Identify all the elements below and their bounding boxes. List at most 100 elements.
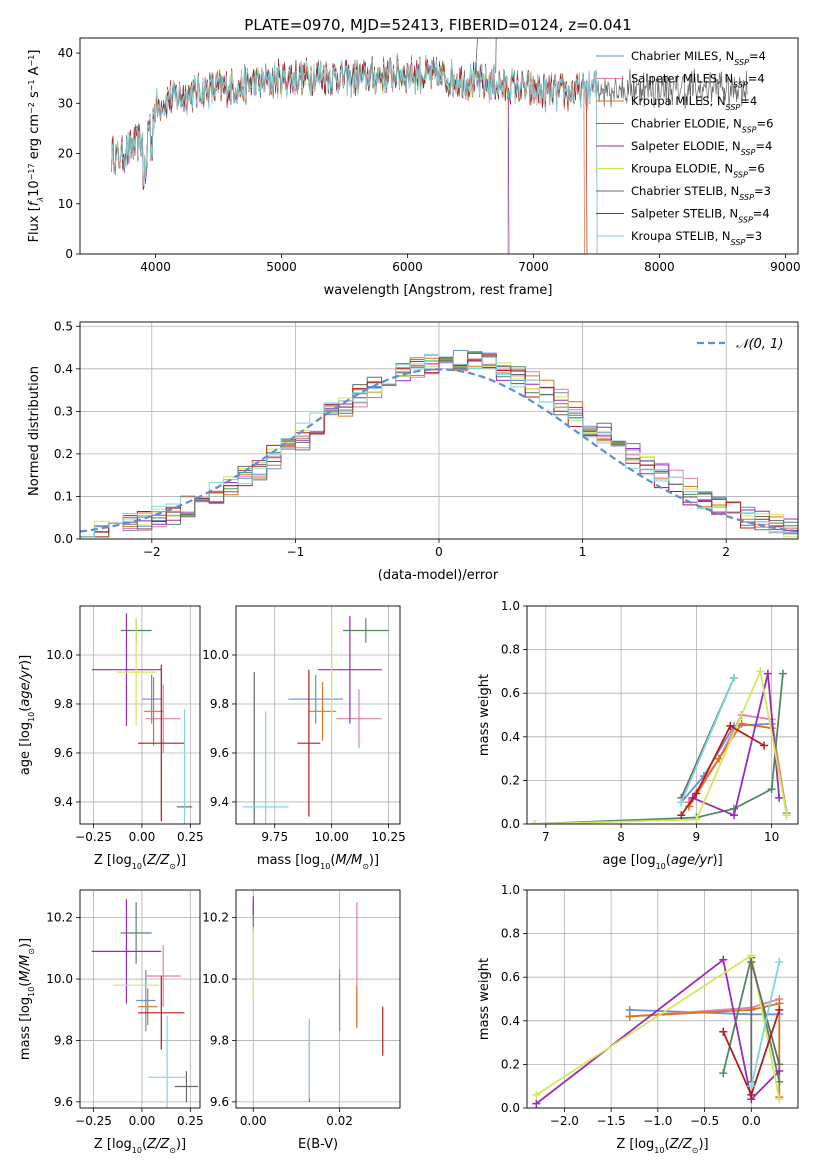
y-axis-label: mass weight xyxy=(477,958,492,1040)
x-tick-label: −2.0 xyxy=(550,1114,579,1128)
x-tick-label: 8 xyxy=(617,830,625,844)
weight-line xyxy=(692,673,781,817)
legend-label: Salpeter STELIB, NSSP=4 xyxy=(631,207,770,225)
weight-line xyxy=(534,668,788,824)
x-tick-label: −1.0 xyxy=(643,1114,672,1128)
x-tick-label: −0.5 xyxy=(690,1114,719,1128)
x-tick-label: −0.25 xyxy=(75,1114,112,1128)
plot-area xyxy=(91,613,193,824)
y-tick-label: 0.6 xyxy=(501,686,520,700)
legend-label: Chabrier ELODIE, NSSP=6 xyxy=(631,117,773,135)
spectrum-chart: 4000 5000 6000 7000 8000 9000 0 10 20 30 40 Chabrie… xyxy=(27,37,801,298)
weight-marker xyxy=(719,1027,728,1036)
x-tick-label: 10.00 xyxy=(314,830,348,844)
y-tick-label: 10.2 xyxy=(202,911,229,925)
axes-frame xyxy=(79,321,799,540)
y-tick-label: 10.2 xyxy=(46,911,73,925)
y-tick-label: 9.8 xyxy=(210,1033,229,1047)
x-axis-label: (data-model)/error xyxy=(378,568,499,583)
weight-marker xyxy=(677,811,686,820)
x-tick-label: 0.00 xyxy=(129,1114,156,1128)
weight-marker xyxy=(530,820,539,824)
weight-marker xyxy=(737,719,746,728)
y-axis-label: mass weight xyxy=(477,674,492,756)
mass-vs-reddening-chart: 0.00 0.02 9.6 9.8 10.0 10.2 E(B-V) xyxy=(202,889,401,1152)
y-tick-label: 10.0 xyxy=(202,972,229,986)
weight-marker xyxy=(782,811,791,820)
weight-marker xyxy=(692,789,701,798)
y-tick-label: 0.8 xyxy=(501,927,520,941)
x-axis-label: Z [log10(Z/Z⊙)] xyxy=(94,1137,186,1155)
weight-marker xyxy=(767,785,776,794)
y-tick-label: 30 xyxy=(58,96,73,110)
weight-marker xyxy=(719,1069,728,1078)
y-tick-label: 40 xyxy=(58,46,73,60)
weight-marker xyxy=(692,815,701,824)
x-tick-label: −1.5 xyxy=(597,1114,626,1128)
x-tick-label: −1 xyxy=(287,545,305,559)
axes-frame xyxy=(235,889,401,1109)
weight-marker xyxy=(775,957,784,966)
legend-label: 𝒩(0, 1) xyxy=(736,337,783,352)
legend-label: Chabrier STELIB, NSSP=3 xyxy=(631,184,771,202)
weight-marker xyxy=(625,1012,634,1021)
x-tick-label: 10 xyxy=(764,830,779,844)
y-tick-label: 0.0 xyxy=(501,817,520,831)
weight-marker xyxy=(532,1090,541,1099)
y-tick-label: 9.4 xyxy=(210,795,229,809)
histogram-step xyxy=(80,353,798,538)
axes-frame xyxy=(79,889,201,1109)
weight-marker xyxy=(775,1005,784,1014)
plot-area xyxy=(252,896,384,1102)
weight-line xyxy=(534,673,784,824)
spectrum-spike xyxy=(475,38,478,74)
y-tick-label: 0.2 xyxy=(54,447,73,461)
normal-curve xyxy=(80,368,798,533)
y-tick-label: 10.0 xyxy=(46,972,73,986)
x-tick-label: 7000 xyxy=(518,260,549,274)
x-axis-label: Z [log10(Z/Z⊙)] xyxy=(616,1137,708,1155)
x-axis-label: E(B-V) xyxy=(298,1137,338,1152)
x-tick-label: 10.25 xyxy=(371,830,405,844)
spectrum-line xyxy=(111,56,588,254)
y-tick-label: 9.6 xyxy=(210,1095,229,1109)
plot-area xyxy=(530,667,791,824)
x-tick-label: 0 xyxy=(435,545,443,559)
weight-marker xyxy=(532,1099,541,1108)
weight-line xyxy=(629,1002,781,1098)
weight-marker xyxy=(730,811,739,820)
x-tick-label: 0.02 xyxy=(326,1114,353,1128)
figure-title: PLATE=0970, MJD=52413, FIBERID=0124, z=0… xyxy=(244,16,631,34)
y-tick-label: 0.5 xyxy=(54,319,73,333)
weight-marker xyxy=(677,798,686,807)
weight-marker xyxy=(747,957,756,966)
weight-marker xyxy=(775,793,784,802)
legend-label: Kroupa ELODIE, NSSP=6 xyxy=(631,162,765,180)
weight-marker xyxy=(763,669,772,678)
x-tick-label: 5000 xyxy=(266,260,297,274)
x-tick-label: 2 xyxy=(722,545,730,559)
y-tick-label: 0.8 xyxy=(501,643,520,657)
legend-label: Salpeter ELODIE, NSSP=4 xyxy=(631,139,772,157)
mass-weight-vs-age-chart: 7 8 9 10 0.0 0.2 0.4 0.6 0.8 1.0 age [log10(age/yr… xyxy=(477,599,799,871)
x-tick-label: 6000 xyxy=(392,260,423,274)
plot-area xyxy=(80,350,798,538)
y-tick-label: 9.6 xyxy=(54,1095,73,1109)
y-tick-label: 10.0 xyxy=(46,648,73,662)
spectrum-spike xyxy=(495,38,497,74)
age-vs-mass-chart: 9.75 10.00 10.25 9.4 9.6 9.8 10.0 mass [log10(M… xyxy=(202,605,406,871)
y-tick-label: 9.8 xyxy=(54,697,73,711)
x-tick-label: 7 xyxy=(542,830,550,844)
y-axis-label: Flux [fλ10−17 erg cm−2 s−1 A−1] xyxy=(27,50,45,243)
x-tick-label: −2 xyxy=(143,545,161,559)
axes-frame xyxy=(526,605,799,825)
weight-marker xyxy=(775,1060,784,1069)
axes-frame xyxy=(235,605,401,825)
y-tick-label: 0.1 xyxy=(54,489,73,503)
weight-marker xyxy=(714,754,723,763)
y-tick-label: 20 xyxy=(58,147,73,161)
axes-frame xyxy=(79,37,799,255)
x-tick-label: 9.75 xyxy=(261,830,288,844)
x-tick-label: 0.25 xyxy=(177,1114,204,1128)
